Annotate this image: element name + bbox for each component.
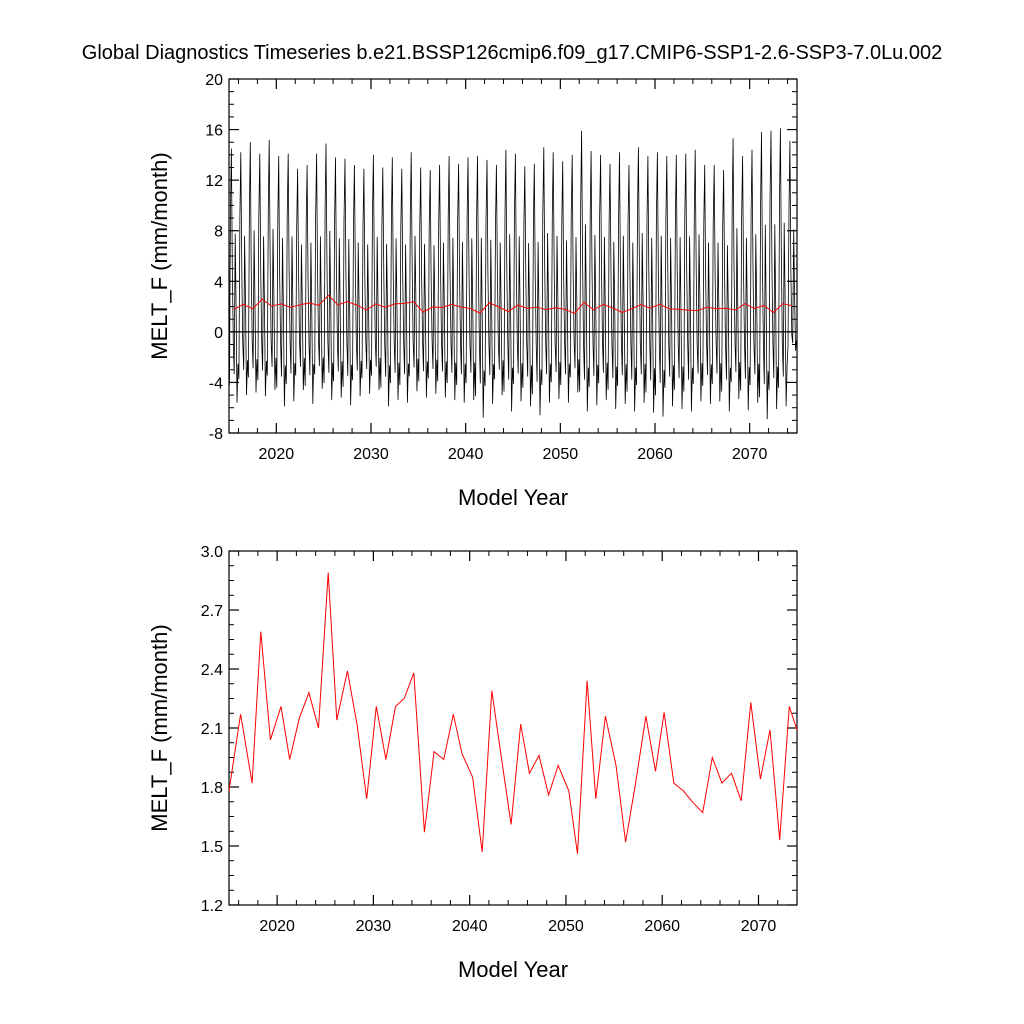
y-axis-title: MELT_F (mm/month): [147, 152, 172, 359]
y-tick-label: 20: [205, 72, 223, 89]
y-tick-label: -8: [209, 426, 223, 443]
x-tick-label: 2070: [732, 446, 768, 463]
x-tick-label: 2040: [448, 446, 484, 463]
monthly-series-line: [229, 128, 797, 420]
x-tick-label: 2060: [637, 446, 673, 463]
page-title: Global Diagnostics Timeseries b.e21.BSSP…: [81, 42, 943, 64]
x-axis-title: Model Year: [458, 485, 568, 510]
y-tick-label: 0: [214, 325, 223, 342]
y-tick-label: 4: [214, 274, 223, 291]
x-tick-label: 2030: [353, 446, 389, 463]
y-tick-label: 12: [205, 173, 223, 190]
y-tick-label: 8: [214, 224, 223, 241]
y-tick-label: 16: [205, 123, 223, 140]
x-tick-label: 2050: [543, 446, 579, 463]
y-tick-label: -4: [209, 375, 223, 392]
x-tick-label: 2020: [259, 446, 295, 463]
annual-mean-series-line: [233, 294, 793, 315]
